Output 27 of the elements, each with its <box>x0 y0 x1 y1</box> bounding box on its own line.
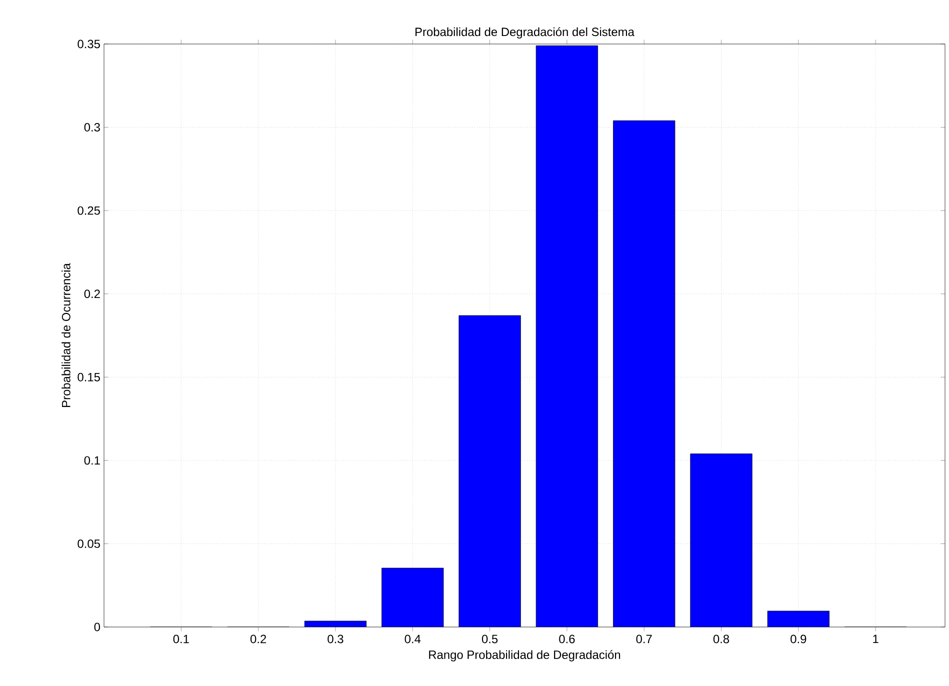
bar <box>382 568 444 627</box>
x-tick-label: 0.8 <box>713 634 730 644</box>
x-tick-label: 0.6 <box>559 634 575 644</box>
y-tick-label: 0.3 <box>84 123 100 132</box>
x-tick-label: 0.3 <box>328 634 344 644</box>
x-axis-title: Rango Probabilidad de Degradación <box>429 650 620 662</box>
y-tick-label: 0.25 <box>78 206 100 215</box>
bar <box>536 46 598 627</box>
bar <box>690 454 752 627</box>
x-tick-label: 0.2 <box>250 634 266 644</box>
x-tick-label: 0.4 <box>404 634 421 644</box>
y-tick-label: 0 <box>94 622 100 632</box>
bar <box>613 120 675 627</box>
y-tick-label: 0.2 <box>84 290 100 298</box>
y-tick-label: 0.05 <box>78 539 100 548</box>
y-axis-title: Probabilidad de Ocurrencia <box>62 263 70 407</box>
bar <box>458 316 521 627</box>
x-tick-label: 0.1 <box>173 634 189 644</box>
y-tick-label: 0.1 <box>84 456 100 465</box>
bar <box>768 611 830 627</box>
x-tick-label: 1 <box>873 634 878 643</box>
y-tick-label: 0.35 <box>78 40 100 48</box>
chart-title: Probabilidad de Degradación del Sistema <box>416 27 634 38</box>
x-tick-label: 0.5 <box>482 634 498 644</box>
y-tick-label: 0.15 <box>78 372 100 382</box>
x-tick-label: 0.9 <box>790 634 806 644</box>
x-tick-label: 0.7 <box>636 634 652 644</box>
